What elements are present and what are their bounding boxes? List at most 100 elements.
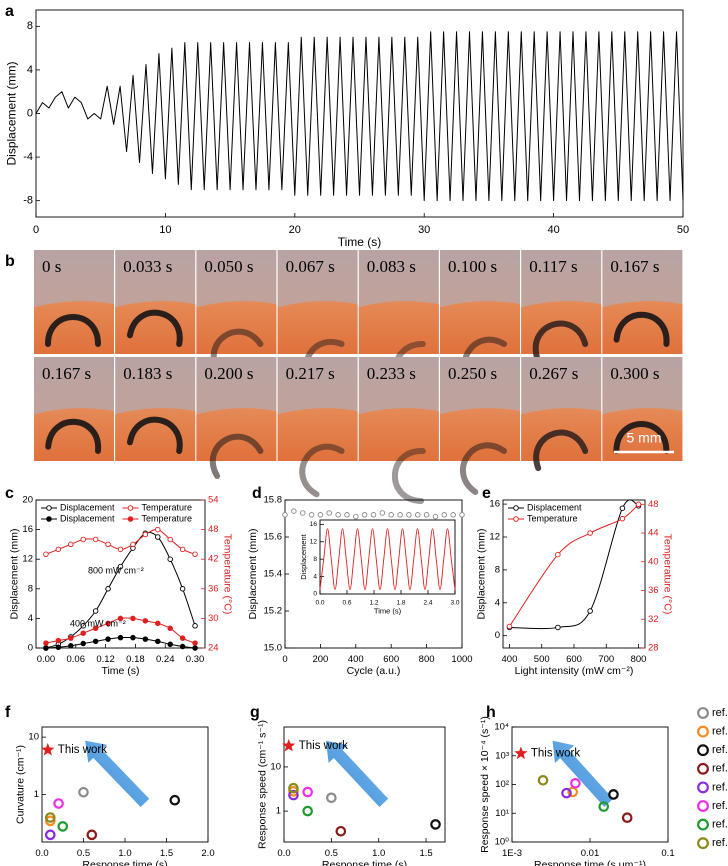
data-point	[142, 636, 149, 642]
y2-tick-label: 54	[208, 495, 219, 506]
data-point	[92, 638, 99, 645]
data-point	[441, 512, 448, 518]
series-line	[319, 528, 456, 591]
x-tick-label: 0.01	[581, 848, 600, 859]
photo-substrate	[602, 408, 683, 461]
x-tick-label: 0.24	[156, 654, 175, 665]
data-point	[397, 512, 403, 518]
frame-time: 0 s	[42, 257, 61, 276]
data-point	[288, 782, 299, 794]
actuator	[45, 418, 102, 454]
legend-marker	[127, 516, 134, 522]
y-tick-label: 16	[489, 499, 500, 510]
legend-marker	[46, 505, 52, 511]
data-point	[117, 634, 124, 641]
panel-label: h	[486, 704, 496, 721]
x-tick-label: 500	[534, 654, 550, 665]
frame-time: 0.100 s	[448, 257, 497, 276]
y-tick-label: 16	[22, 524, 33, 535]
x-tick-label: 0.5	[77, 848, 90, 859]
data-point	[68, 635, 74, 641]
y-axis-label: Curvature (cm⁻¹)	[14, 745, 26, 824]
data-point	[130, 615, 136, 622]
data-point	[167, 641, 173, 648]
data-point	[432, 513, 439, 520]
legend-marker	[697, 707, 709, 719]
data-point	[155, 526, 161, 533]
legend-marker	[697, 744, 709, 757]
series-line	[35, 31, 684, 202]
legend-label: ref.49	[712, 763, 728, 775]
actuator	[613, 421, 670, 454]
y-tick-label: 16	[310, 521, 318, 528]
x-axis-label: Light intensity (mW cm⁻²)	[515, 665, 634, 677]
y-tick-label: 10⁴	[494, 722, 509, 733]
x-tick-label: 0	[282, 654, 287, 665]
data-point	[514, 746, 528, 760]
plot-frame	[283, 726, 446, 843]
legend-marker	[697, 781, 709, 794]
data-point	[53, 798, 64, 809]
y-tick-label: 12	[489, 532, 500, 543]
x-tick-label: 0.00	[37, 654, 56, 665]
x-tick-label: 1.5	[160, 848, 173, 859]
x-tick-label: 3.0	[450, 600, 459, 607]
y-tick-label: 0	[28, 643, 33, 654]
legend-marker	[697, 725, 709, 738]
photo-substrate	[115, 301, 196, 354]
x-tick-label: 600	[566, 654, 582, 665]
y2-tick-label: 48	[208, 524, 219, 535]
actuator	[460, 442, 507, 495]
y-tick-label: 1	[34, 789, 39, 800]
data-point	[635, 501, 642, 508]
frame-time: 0.217 s	[286, 364, 335, 383]
panel-label: e	[482, 485, 491, 502]
y2-tick-label: 30	[208, 613, 219, 624]
data-point	[302, 805, 313, 817]
data-point	[117, 615, 124, 622]
data-point	[155, 638, 161, 645]
frame-time: 0.033 s	[123, 257, 172, 276]
data-point	[335, 512, 341, 518]
data-point	[555, 551, 561, 558]
y-tick-label: -8	[23, 195, 33, 207]
actuator	[532, 320, 589, 360]
x-tick-label: 30	[418, 224, 430, 236]
legend-marker	[513, 516, 519, 522]
x-tick-label: 0.06	[67, 654, 86, 665]
photo-substrate	[277, 408, 358, 461]
x-axis-label: Time (s)	[101, 665, 139, 677]
y-tick-label: 15.2	[264, 606, 283, 617]
data-point	[192, 645, 198, 651]
actuator	[126, 416, 183, 454]
y2-tick-label: 42	[208, 554, 219, 565]
y-tick-label: 8	[313, 556, 317, 563]
y2-axis-label: Temperature (°C)	[222, 534, 234, 615]
data-point	[619, 515, 626, 522]
actuator	[209, 433, 264, 479]
y-tick-label: 15.0	[264, 643, 283, 654]
data-point	[167, 536, 173, 543]
data-point	[86, 829, 98, 841]
data-point	[55, 546, 62, 553]
data-point	[326, 510, 333, 516]
data-point	[192, 551, 198, 558]
y2-tick-label: 36	[208, 583, 219, 594]
data-point	[406, 512, 412, 518]
x-tick-label: 40	[547, 224, 559, 236]
x-tick-label: 0.0	[35, 848, 48, 859]
data-point	[68, 541, 74, 548]
y2-tick-label: 36	[648, 585, 659, 596]
data-point	[561, 787, 572, 799]
legend-label: Temperature	[527, 513, 578, 523]
data-point	[169, 794, 181, 806]
trend-arrow	[85, 740, 150, 808]
data-point	[179, 643, 186, 650]
data-point	[80, 630, 86, 636]
x-tick-label: 0.6	[342, 600, 351, 607]
actuator	[126, 309, 183, 347]
data-point	[78, 786, 89, 798]
y2-axis-label: Temperature (°C)	[662, 534, 674, 615]
x-tick-label: 1.5	[419, 848, 432, 859]
frame-time: 0.117 s	[529, 257, 578, 276]
